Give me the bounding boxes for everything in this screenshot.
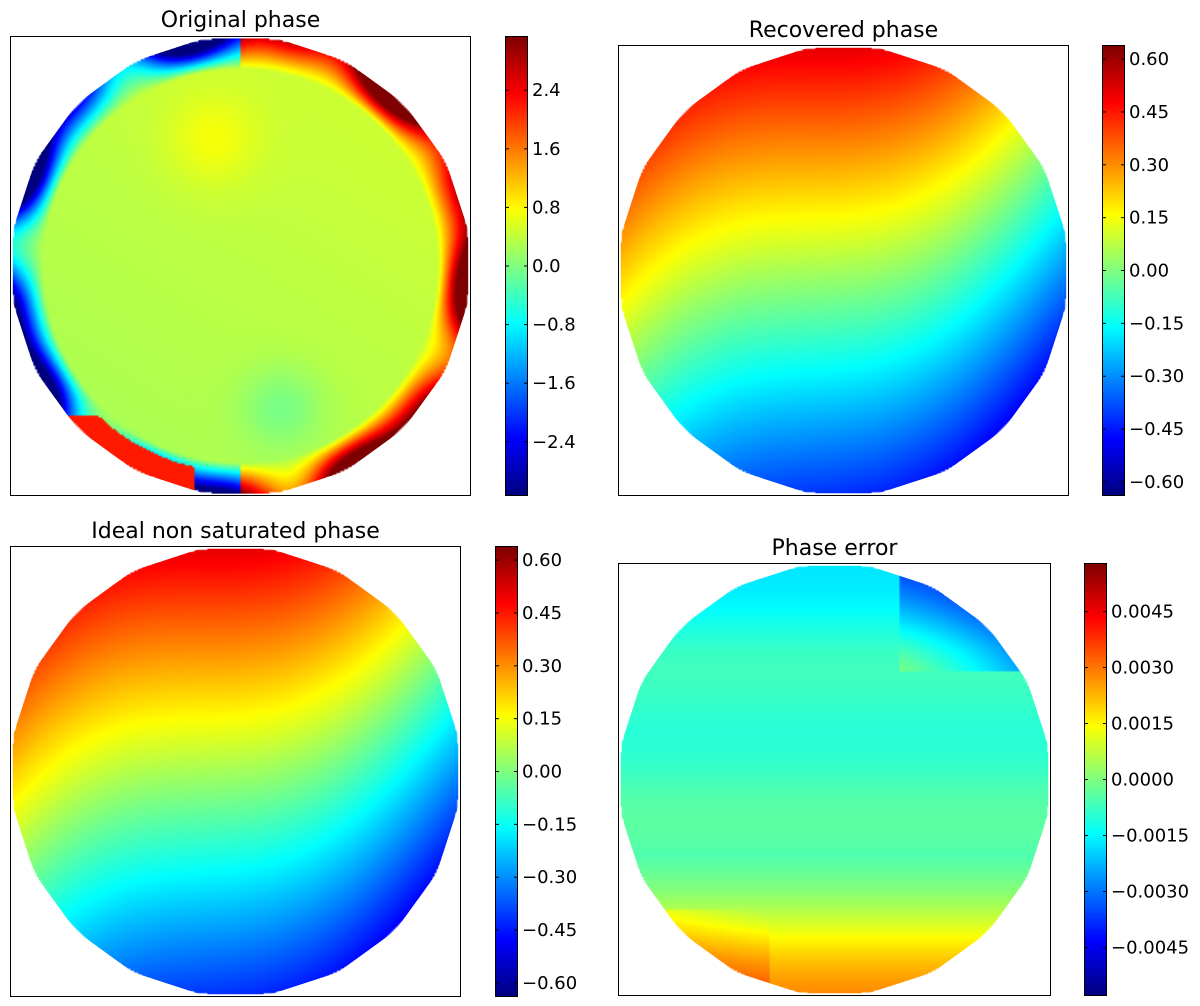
ideal-phase-heatmap (12, 548, 459, 995)
phase-error-colorbar-gradient (1084, 563, 1107, 996)
ideal-phase-colorbar-gradient (495, 546, 518, 997)
original-phase-axes-frame (10, 36, 471, 496)
original-phase-colorbar-tick-label: 1.6 (532, 139, 561, 160)
recovered-phase-axes-frame (618, 45, 1069, 496)
original-phase-colorbar-tick-label: −1.6 (532, 373, 576, 394)
phase-error-colorbar-tick-label: −0.0045 (1111, 937, 1189, 958)
ideal-phase-axes-frame (10, 546, 461, 997)
phase-error-axes-frame (618, 563, 1051, 996)
original-phase-colorbar-tick-label: −0.8 (532, 315, 576, 336)
phase-error-colorbar: 0.0045 0.0030 0.0015 0.0000 −0.0015 −0.0030 −0… (1084, 563, 1189, 996)
ideal-phase-colorbar-tick-label: 0.45 (522, 603, 562, 624)
original-phase-colorbar-tick-label: 0.8 (532, 197, 561, 218)
recovered-phase-colorbar-tick-label: −0.45 (1129, 419, 1184, 440)
recovered-phase-panel: Recovered phase 0.60 0.45 0.30 0.15 0.00 −0.15… (618, 18, 1184, 496)
original-phase-panel: Original phase 2.4 1.6 0.8 0.0 −0.8 −1.6 −2.4 (10, 8, 576, 496)
phase-error-panel: Phase error 0.0045 0.0030 0.0015 0.0000 −0.00… (618, 536, 1189, 996)
phase-error-colorbar-tick-label: 0.0030 (1111, 658, 1174, 679)
ideal-phase-colorbar-tick-label: 0.00 (522, 762, 562, 783)
recovered-phase-colorbar-tick-label: 0.45 (1129, 102, 1169, 123)
recovered-phase-colorbar-tick-label: 0.30 (1129, 155, 1169, 176)
recovered-phase-colorbar-tick-label: −0.60 (1129, 472, 1184, 493)
recovered-phase-colorbar-gradient (1102, 45, 1125, 496)
ideal-phase-panel: Ideal non saturated phase 0.60 0.45 0.30 0.1… (10, 519, 577, 997)
ideal-phase-colorbar-tick-label: −0.45 (522, 920, 577, 941)
ideal-phase-colorbar-tick-label: −0.60 (522, 973, 577, 994)
ideal-phase-colorbar-tick-label: −0.30 (522, 867, 577, 888)
original-phase-colorbar-tick-label: −2.4 (532, 432, 576, 453)
ideal-phase-colorbar-tick-label: 0.15 (522, 709, 562, 730)
ideal-phase-title: Ideal non saturated phase (91, 519, 379, 544)
phase-error-colorbar-tick-label: −0.0030 (1111, 881, 1189, 902)
phase-error-colorbar-tick-label: −0.0015 (1111, 825, 1189, 846)
phase-error-colorbar-tick-label: 0.0015 (1111, 714, 1174, 735)
phase-error-colorbar-tick-label: 0.0000 (1111, 770, 1174, 791)
original-phase-colorbar-tick-label: 0.0 (532, 256, 561, 277)
ideal-phase-colorbar-tick-label: 0.60 (522, 550, 562, 571)
original-phase-colorbar: 2.4 1.6 0.8 0.0 −0.8 −1.6 −2.4 (505, 36, 576, 496)
original-phase-colorbar-tick-label: 2.4 (532, 80, 561, 101)
recovered-phase-colorbar-tick-label: −0.30 (1129, 366, 1184, 387)
recovered-phase-colorbar-tick-label: 0.60 (1129, 49, 1169, 70)
phase-error-colorbar-tick-label: 0.0045 (1111, 602, 1174, 623)
recovered-phase-colorbar-tick-label: 0.00 (1129, 261, 1169, 282)
ideal-phase-colorbar: 0.60 0.45 0.30 0.15 0.00 −0.15 −0.30 −0.45 −0.60 (495, 546, 577, 997)
phase-error-title: Phase error (772, 536, 899, 561)
ideal-phase-colorbar-tick-label: −0.15 (522, 814, 577, 835)
original-phase-colorbar-gradient (505, 36, 528, 496)
ideal-phase-colorbar-tick-label: 0.30 (522, 656, 562, 677)
recovered-phase-colorbar-tick-label: −0.15 (1129, 313, 1184, 334)
phase-error-heatmap (620, 565, 1049, 994)
original-phase-heatmap (12, 38, 469, 494)
recovered-phase-heatmap (620, 47, 1067, 494)
recovered-phase-title: Recovered phase (749, 18, 938, 43)
recovered-phase-colorbar-tick-label: 0.15 (1129, 208, 1169, 229)
original-phase-title: Original phase (161, 8, 320, 33)
recovered-phase-colorbar: 0.60 0.45 0.30 0.15 0.00 −0.15 −0.30 −0.45 −0.60 (1102, 45, 1184, 496)
